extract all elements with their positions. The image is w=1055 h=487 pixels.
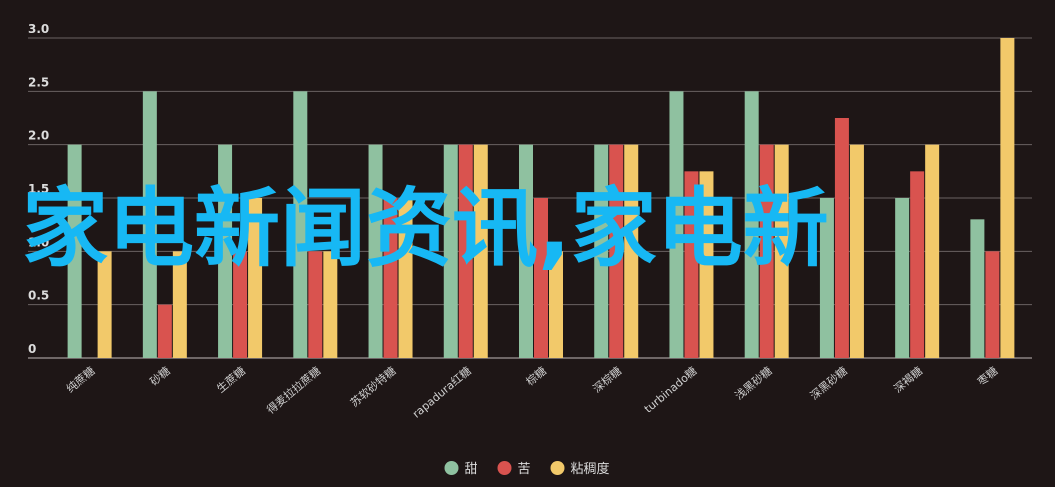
bar <box>849 144 864 358</box>
legend-label: 甜 <box>465 461 478 477</box>
y-tick-label: 1.5 <box>28 182 49 196</box>
bar <box>67 144 82 358</box>
legend-label: 苦 <box>518 461 531 477</box>
bar <box>248 198 263 358</box>
x-tick-label: turbinado糖 <box>641 364 699 416</box>
x-tick-label: 棕糖 <box>523 364 549 389</box>
legend-swatch <box>444 461 459 475</box>
bar <box>970 219 985 358</box>
bar <box>97 251 112 358</box>
bar <box>759 144 774 358</box>
bar <box>819 198 834 358</box>
bar <box>519 144 533 358</box>
bar <box>398 198 413 358</box>
x-tick-label: 砂糖 <box>147 364 173 389</box>
bar <box>594 144 609 358</box>
bar <box>549 251 563 358</box>
bar <box>910 171 925 358</box>
bar <box>774 144 789 358</box>
x-tick-label: 深褐糖 <box>891 364 925 396</box>
bar <box>142 91 157 358</box>
y-axis-ticks: 0 0.5 1.0 1.5 2.0 2.5 3.0 <box>28 22 49 356</box>
y-tick-label: 2.0 <box>28 129 49 143</box>
bar <box>458 144 473 358</box>
x-tick-label: 苏软砂特糖 <box>347 364 398 410</box>
x-tick-label: 浅黑砂糖 <box>732 364 775 403</box>
bar <box>473 144 488 358</box>
bar <box>293 91 308 358</box>
bar <box>895 198 910 358</box>
x-tick-label: rapadura红糖 <box>409 364 473 421</box>
bar <box>744 91 759 358</box>
legend-swatch <box>550 461 565 475</box>
x-tick-label: 枣糖 <box>974 364 1000 389</box>
bar <box>1000 38 1015 358</box>
x-axis-ticks: 纯蔗糖 砂糖 生蔗糖 得麦拉拉蔗糖 苏软砂特糖 rapadura红糖 棕糖 深棕糖 turbin… <box>63 364 1000 421</box>
bar <box>368 144 383 358</box>
bar <box>609 144 624 358</box>
bar <box>925 144 940 358</box>
legend-swatch <box>497 461 512 475</box>
bar <box>172 251 187 358</box>
bar <box>534 198 548 358</box>
bar <box>699 171 714 358</box>
y-tick-label: 2.5 <box>28 75 49 89</box>
bar <box>669 91 684 358</box>
y-tick-label: 3.0 <box>28 22 49 36</box>
bar <box>157 304 172 358</box>
bar <box>624 144 639 358</box>
y-tick-label: 1.0 <box>28 235 49 249</box>
bar <box>308 251 323 358</box>
bar <box>834 118 849 358</box>
bar <box>323 251 338 358</box>
bar <box>443 144 458 358</box>
x-tick-label: 纯蔗糖 <box>63 364 97 396</box>
x-tick-label: 生蔗糖 <box>214 364 248 396</box>
y-tick-label: 0 <box>28 342 36 356</box>
legend-label: 粘稠度 <box>571 461 610 477</box>
bar <box>383 198 398 358</box>
x-tick-label: 深黑砂糖 <box>807 364 850 403</box>
x-tick-label: 得麦拉拉蔗糖 <box>264 364 324 417</box>
y-tick-label: 0.5 <box>28 289 49 303</box>
bars <box>67 38 1015 358</box>
bar <box>985 251 1000 358</box>
bar <box>218 144 233 358</box>
x-tick-label: 深棕糖 <box>590 364 624 396</box>
bar <box>684 171 699 358</box>
bar <box>233 251 248 358</box>
legend: 甜 苦 粘稠度 <box>444 461 610 477</box>
overlay-watermark-text: 家电新闻资讯,家电新 <box>22 179 829 279</box>
